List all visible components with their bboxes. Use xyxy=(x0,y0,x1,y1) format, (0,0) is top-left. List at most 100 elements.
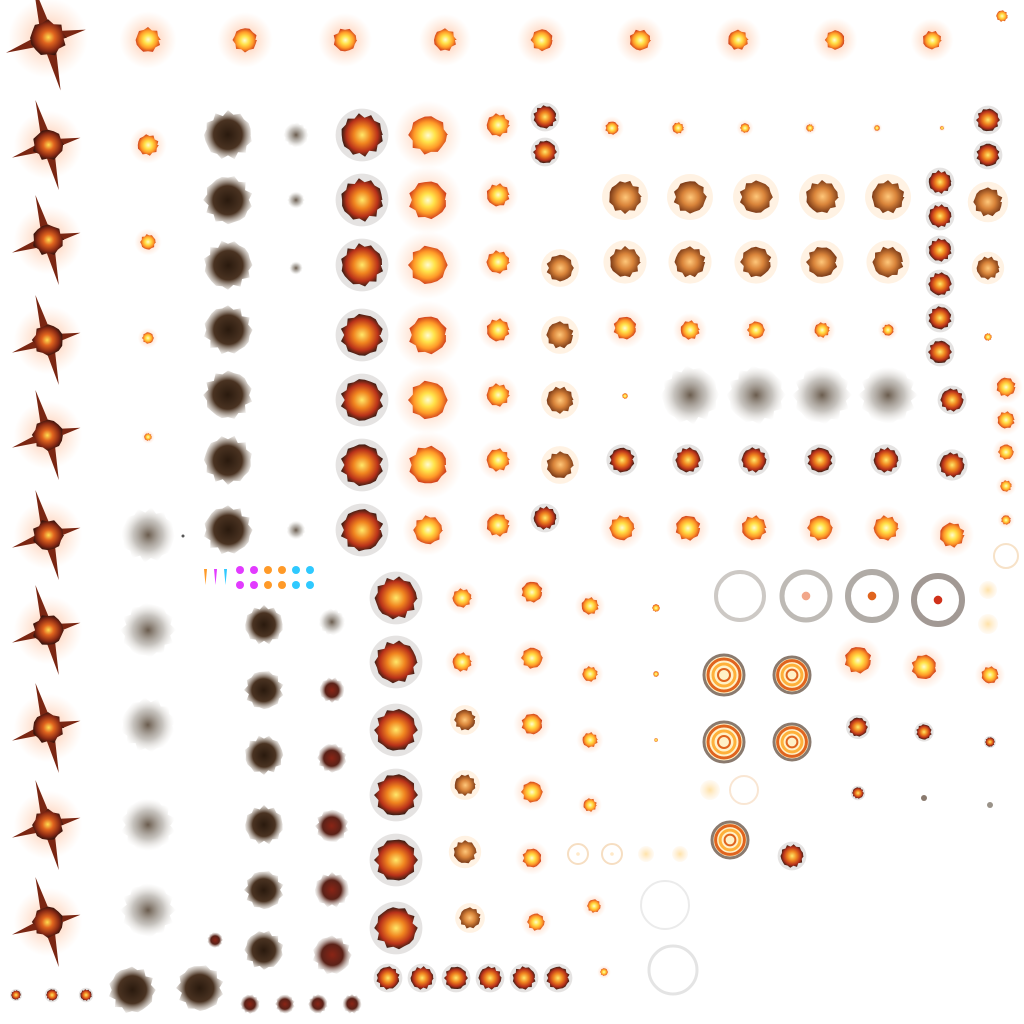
spiky-blast-frame xyxy=(12,295,83,385)
fireball-frame xyxy=(995,475,1017,497)
fireball-frame xyxy=(394,166,462,234)
fire-smoke-frame xyxy=(870,444,902,476)
fire-smoke-frame xyxy=(925,303,955,333)
fireball-frame xyxy=(394,231,462,299)
fire-smoke-frame xyxy=(335,238,389,292)
red-smoke-frame xyxy=(240,994,260,1014)
shockwave-ring-frame xyxy=(779,569,833,623)
flash-fade-frame xyxy=(700,780,720,800)
red-smoke-frame xyxy=(308,994,328,1014)
fireball-frame xyxy=(137,327,159,349)
fireball-frame xyxy=(477,504,519,546)
spark-blast-frame xyxy=(516,14,568,66)
fire-smoke-frame xyxy=(925,167,955,197)
fireball-frame xyxy=(513,773,551,811)
fire-smoke-frame xyxy=(606,444,638,476)
ember-cloud-frame xyxy=(800,240,844,284)
grey-smoke-frame xyxy=(660,365,720,425)
fireball-frame xyxy=(604,307,646,349)
spiky-blast-frame xyxy=(12,780,83,870)
shockwave-ring-frame xyxy=(729,775,759,805)
grey-smoke-frame xyxy=(792,366,852,425)
ember-cloud-frame xyxy=(455,903,485,933)
fireball-frame xyxy=(984,333,992,341)
fireball-frame xyxy=(576,660,604,688)
fire-smoke-frame xyxy=(846,715,870,739)
fireball-frame xyxy=(996,10,1008,22)
shockwave-ring-frame xyxy=(845,569,899,623)
dark-smoke-frame xyxy=(244,871,284,910)
fireball-frame xyxy=(654,738,658,742)
fireball-frame xyxy=(477,241,519,283)
fireball-frame xyxy=(992,438,1020,466)
fireball-frame xyxy=(574,590,606,622)
fire-ring-frame xyxy=(702,653,746,697)
dark-smoke-frame xyxy=(245,735,284,775)
grey-smoke-frame xyxy=(120,883,176,937)
dark-smoke-frame xyxy=(203,370,253,419)
dark-smoke-frame xyxy=(245,605,283,645)
fire-smoke-frame xyxy=(509,963,539,993)
fireball-frame xyxy=(576,726,604,754)
fireball-frame xyxy=(597,965,611,979)
dark-smoke-frame xyxy=(203,435,252,485)
fire-smoke-frame xyxy=(335,173,389,227)
dark-smoke-frame xyxy=(204,305,253,354)
fireball-frame xyxy=(731,505,777,551)
spiky-blast-frame xyxy=(12,585,83,675)
fireball-frame xyxy=(445,645,479,679)
fire-smoke-frame xyxy=(530,102,560,132)
fire-smoke-frame xyxy=(335,373,389,427)
fire-smoke-frame xyxy=(335,438,389,492)
grey-smoke-frame xyxy=(283,122,309,148)
fireball-frame xyxy=(871,122,883,134)
fireball-frame xyxy=(622,393,628,399)
fire-smoke-frame xyxy=(369,703,423,757)
spark-blast-frame xyxy=(318,13,372,67)
fireball-frame xyxy=(141,430,155,444)
fireball-frame xyxy=(477,104,519,146)
spark-blast-frame xyxy=(812,17,858,63)
fire-smoke-frame xyxy=(936,449,968,481)
fireball-frame xyxy=(652,604,660,612)
red-smoke-frame xyxy=(315,809,349,842)
fire-smoke-frame xyxy=(530,503,560,533)
ember-cloud-frame xyxy=(799,174,845,220)
spark-blast-frame xyxy=(615,15,665,65)
fireball-frame xyxy=(394,101,462,169)
spark-blast-frame xyxy=(217,12,273,68)
red-smoke-frame xyxy=(314,872,349,908)
fire-smoke-frame xyxy=(369,833,423,887)
fireball-frame xyxy=(665,505,711,551)
fireball-frame xyxy=(599,505,645,551)
fireball-frame xyxy=(129,126,167,164)
dark-smoke-frame xyxy=(204,240,253,290)
fire-smoke-frame xyxy=(925,269,955,299)
fireball-frame xyxy=(477,174,519,216)
sprite-frames xyxy=(6,0,1023,1014)
flash-fade-frame xyxy=(638,846,654,862)
grey-smoke-frame xyxy=(286,520,306,540)
fire-smoke-frame xyxy=(335,108,389,162)
ember-cloud-frame xyxy=(602,174,648,220)
fire-smoke-frame xyxy=(373,963,403,993)
red-smoke-frame xyxy=(312,935,352,975)
fire-smoke-frame xyxy=(10,989,22,1001)
fireball-frame xyxy=(477,309,519,351)
grey-smoke-frame xyxy=(120,798,176,851)
tiny-spark-icon xyxy=(921,795,927,801)
grey-smoke-frame xyxy=(318,608,346,636)
fireball-frame xyxy=(667,117,689,139)
fireball-frame xyxy=(477,439,519,481)
fire-smoke-frame xyxy=(44,987,60,1003)
fire-smoke-frame xyxy=(369,571,423,625)
fire-ring-frame xyxy=(772,722,812,762)
fire-ring-frame xyxy=(772,655,812,695)
fireball-frame xyxy=(938,124,946,132)
ember-cloud-frame xyxy=(450,770,480,800)
fire-smoke-frame xyxy=(407,963,437,993)
fireball-frame xyxy=(513,639,551,677)
spiky-blast-frame xyxy=(12,195,83,285)
fireball-frame xyxy=(901,644,947,690)
ember-cloud-frame xyxy=(967,181,1009,223)
